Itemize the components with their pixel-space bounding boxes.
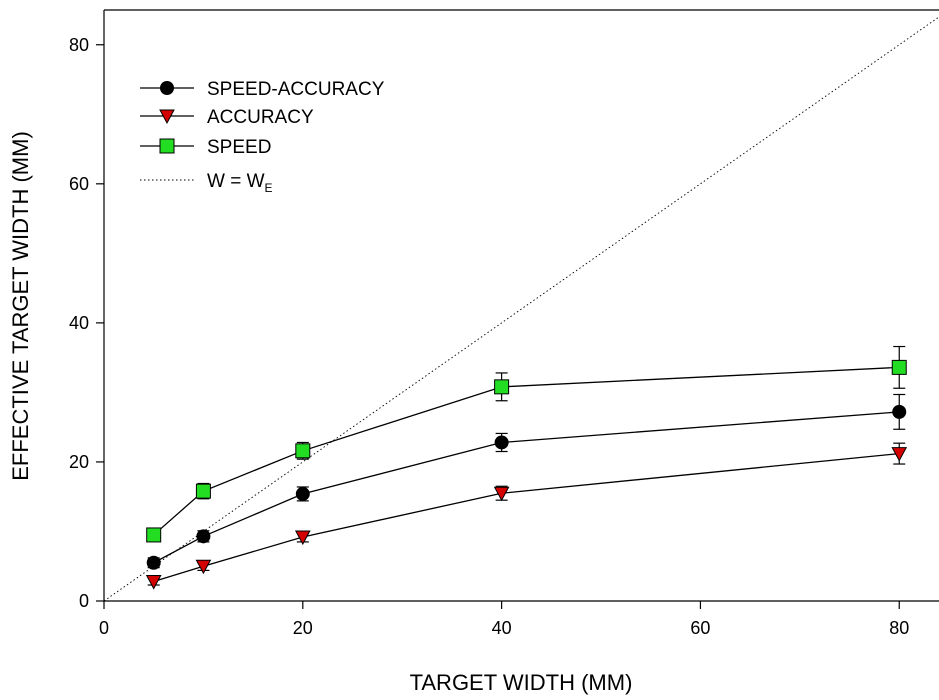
plot-area: 0 20 40 60 80 0 20 40 60 80 bbox=[69, 9, 939, 638]
legend-item-accuracy: ACCURACY bbox=[140, 107, 314, 128]
ticks-layer: 0 20 40 60 80 0 20 40 60 80 bbox=[69, 35, 909, 638]
y-tick-label: 40 bbox=[69, 313, 89, 333]
legend-label-reference-main: W = W bbox=[207, 171, 265, 192]
reference-line bbox=[103, 16, 939, 602]
data-point bbox=[195, 559, 212, 575]
data-point bbox=[195, 483, 211, 499]
data-point bbox=[146, 527, 162, 543]
legend-item-reference: W = WE bbox=[140, 171, 273, 195]
data-point bbox=[145, 575, 162, 590]
legend: SPEED-ACCURACY ACCURACY SPEED W = WE bbox=[140, 79, 385, 195]
series-speed-accuracy bbox=[146, 393, 907, 570]
data-point bbox=[494, 379, 510, 395]
y-tick-label: 0 bbox=[79, 591, 89, 611]
data-point bbox=[891, 447, 908, 462]
legend-label-speed: SPEED bbox=[207, 137, 271, 158]
legend-marker-accuracy bbox=[159, 109, 175, 125]
legend-item-speed-accuracy: SPEED-ACCURACY bbox=[140, 79, 385, 100]
x-tick-label: 0 bbox=[99, 618, 109, 638]
legend-item-speed: SPEED bbox=[140, 137, 271, 158]
y-tick-label: 60 bbox=[69, 174, 89, 194]
x-tick-label: 20 bbox=[293, 618, 313, 638]
data-point bbox=[891, 359, 907, 375]
legend-label-reference-sub: E bbox=[265, 181, 273, 195]
data-point bbox=[892, 404, 907, 419]
series-accuracy bbox=[145, 442, 908, 590]
series-line-accuracy bbox=[153, 452, 900, 583]
y-axis-title: EFFECTIVE TARGET WIDTH (MM) bbox=[8, 131, 33, 481]
legend-marker-speed-accuracy bbox=[160, 81, 174, 95]
y-tick-label: 20 bbox=[69, 452, 89, 472]
x-tick-label: 60 bbox=[690, 618, 710, 638]
legend-label-speed-accuracy: SPEED-ACCURACY bbox=[207, 79, 385, 100]
x-axis-title: TARGET WIDTH (MM) bbox=[410, 670, 633, 695]
data-point bbox=[294, 530, 311, 546]
data-point bbox=[295, 486, 310, 501]
series-layer bbox=[145, 345, 908, 590]
legend-marker-speed bbox=[159, 138, 175, 154]
data-point bbox=[146, 555, 161, 570]
data-point bbox=[493, 486, 510, 502]
series-line-speed-accuracy bbox=[153, 411, 900, 564]
x-tick-label: 40 bbox=[492, 618, 512, 638]
reference-line-layer bbox=[103, 16, 939, 602]
data-point bbox=[494, 435, 509, 450]
legend-label-reference: W = WE bbox=[207, 171, 273, 195]
series-speed bbox=[146, 345, 907, 543]
x-tick-label: 80 bbox=[889, 618, 909, 638]
data-point bbox=[196, 529, 211, 544]
data-point bbox=[295, 443, 311, 459]
legend-label-accuracy: ACCURACY bbox=[207, 107, 314, 128]
y-tick-label: 80 bbox=[69, 35, 89, 55]
